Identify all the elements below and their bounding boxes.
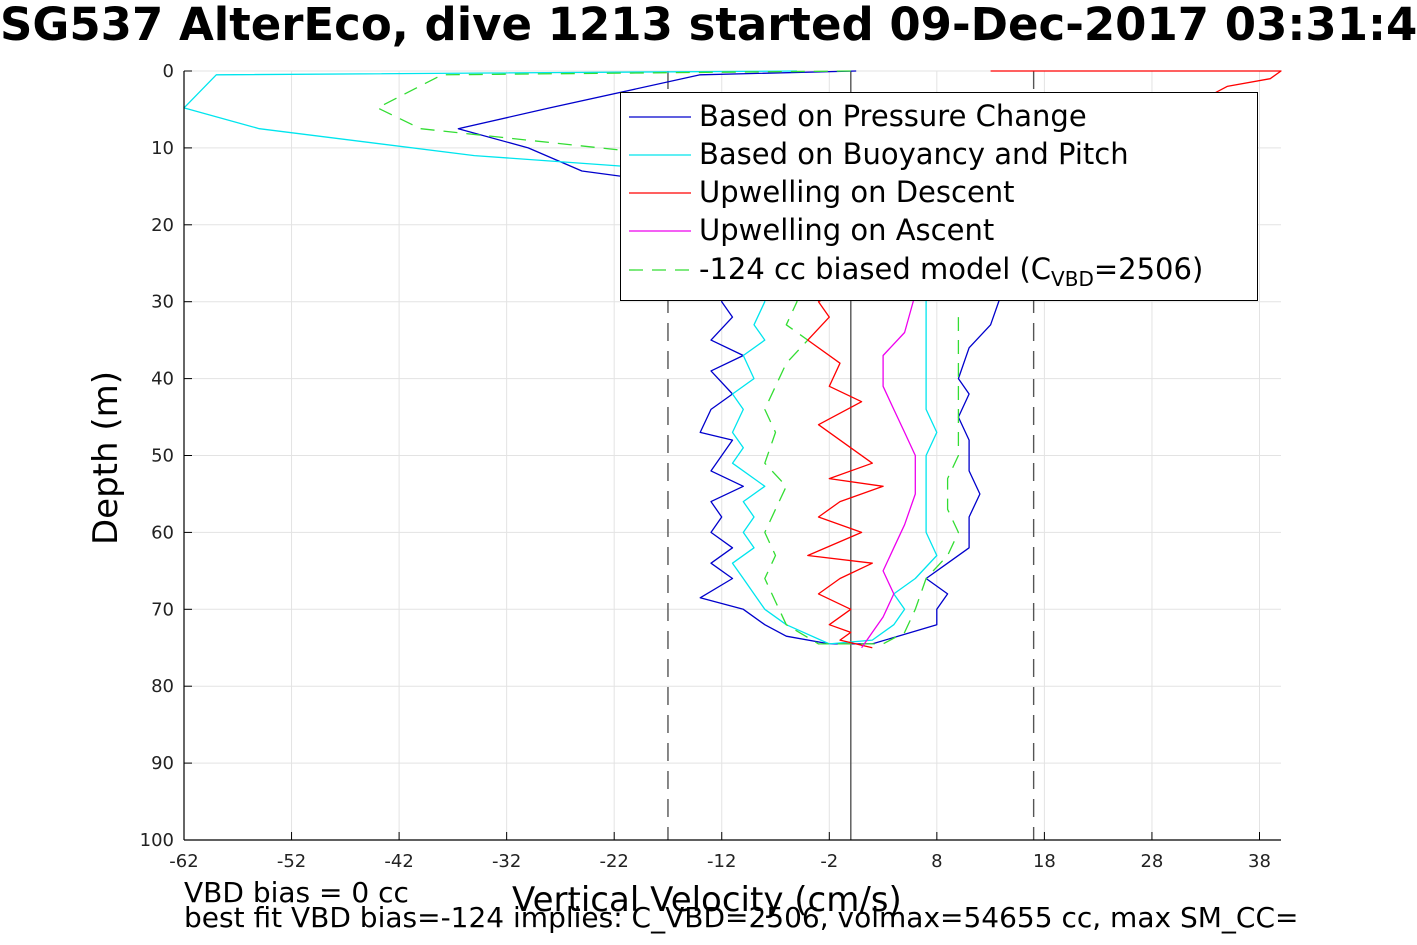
legend-item-biased-model: -124 cc biased model (CVBD=2506) [621,250,1257,290]
series-line-upwelling-on-descent [807,70,1282,649]
legend-item-buoyancy-pitch: Based on Buoyancy and Pitch [621,135,1257,173]
legend-label-biased-model-pre: -124 cc biased model (C [699,252,1052,286]
y-axis-label: Depth (m) [86,370,126,546]
y-tick-label: 30 [151,292,174,313]
y-tick-label: 70 [151,599,174,620]
footer-best-fit: best fit VBD bias=-124 implies: C_VBD=25… [184,901,1299,934]
legend-swatch-buoyancy-pitch [629,154,691,156]
legend-swatch-upwelling-ascent [629,230,691,232]
legend-swatch-biased-model [629,269,691,271]
legend-label-biased-model: -124 cc biased model (CVBD=2506) [699,254,1203,290]
x-tick-label: 38 [1248,851,1271,872]
x-axis-label: Vertical Velocity (cm/s) [512,880,902,920]
x-tick-label: 18 [1033,851,1056,872]
x-tick-label: 28 [1140,851,1163,872]
x-tick-label: -32 [492,851,521,872]
legend-label-pressure-change: Based on Pressure Change [699,99,1087,133]
x-tick-label: -42 [384,851,413,872]
legend-item-pressure-change: Based on Pressure Change [621,97,1257,135]
y-tick-label: 0 [163,61,174,82]
legend-label-biased-model-sub: VBD [1051,266,1094,291]
legend-item-upwelling-descent: Upwelling on Descent [621,173,1257,211]
x-tick-label: -62 [169,851,198,872]
x-tick-label: -52 [277,851,306,872]
series-line-upwelling-on-ascent [861,293,916,649]
legend-label-upwelling-ascent: Upwelling on Ascent [699,213,995,247]
y-tick-label: 80 [151,676,174,697]
y-tick-label: 10 [151,138,174,159]
legend-label-upwelling-descent: Upwelling on Descent [699,175,1015,209]
series-line-based-on-pressure-change [457,70,1024,645]
footer-vbd-bias: VBD bias = 0 cc [184,876,409,909]
legend-swatch-pressure-change [629,116,691,118]
legend-swatch-upwelling-descent [629,192,691,194]
x-tick-label: 8 [931,851,942,872]
legend-item-upwelling-ascent: Upwelling on Ascent [621,211,1257,249]
y-tick-label: 40 [151,369,174,390]
x-tick-label: -22 [599,851,628,872]
legend-label-biased-model-post: =2506) [1093,252,1204,286]
y-tick-label: 50 [151,446,174,467]
tick-labels: -62 -52 -42 -32 -22 -12 -2 8 18 28 38 0 10 20 30 40 50 60… [140,61,1271,872]
x-tick-label: -12 [707,851,736,872]
legend-label-buoyancy-pitch: Based on Buoyancy and Pitch [699,137,1129,171]
axes [183,70,1281,841]
y-tick-label: 20 [151,215,174,236]
y-tick-label: 90 [151,753,174,774]
y-tick-label: 100 [140,830,174,851]
x-tick-label: -2 [820,851,838,872]
chart-legend: Based on Pressure Change Based on Buoyan… [620,92,1258,301]
y-tick-label: 60 [151,522,174,543]
chart-title: SG537 AlterEco, dive 1213 started 09-Dec… [0,0,1417,51]
